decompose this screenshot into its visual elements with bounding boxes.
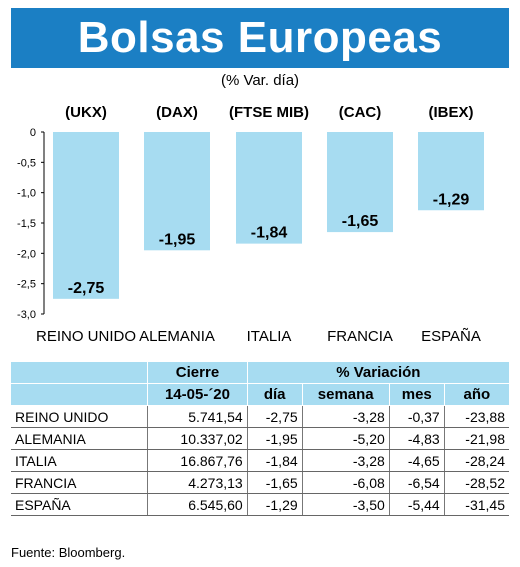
- header-dia: día: [246, 383, 303, 406]
- cell-mes: -0,37: [388, 405, 445, 428]
- index-code-label: (CAC): [339, 104, 382, 121]
- cell-ano: -21,98: [443, 427, 509, 450]
- header-variacion: % Variación: [246, 362, 509, 384]
- row-country: ITALIA: [11, 449, 148, 472]
- index-code-label: (UKX): [65, 104, 107, 121]
- y-tick-label: -0,5: [17, 157, 36, 169]
- cell-ano: -28,24: [443, 449, 509, 472]
- cell-ano: -23,88: [443, 405, 509, 428]
- value-label: -1,65: [342, 213, 379, 230]
- y-tick-label: -2,0: [17, 248, 36, 260]
- cell-cierre: 6.545,60: [147, 493, 248, 516]
- source-note: Fuente: Bloomberg.: [11, 545, 126, 560]
- category-label: REINO UNIDO: [36, 328, 136, 345]
- index-code-label: (IBEX): [429, 104, 474, 121]
- bar: [53, 132, 119, 299]
- header-date: 14-05-´20: [147, 383, 248, 406]
- index-code-label: (DAX): [156, 104, 198, 121]
- y-tick-label: -1,0: [17, 188, 36, 200]
- table-row: ESPAÑA 6.545,60 -1,29 -3,50 -5,44 -31,45: [11, 493, 509, 516]
- bar: [144, 132, 210, 251]
- cell-dia: -1,95: [246, 427, 303, 450]
- row-country: REINO UNIDO: [11, 405, 148, 428]
- table-row: FRANCIA 4.273,13 -1,65 -6,08 -6,54 -28,52: [11, 471, 509, 494]
- category-label: ITALIA: [247, 328, 292, 345]
- chart-title: Bolsas Europeas: [11, 8, 509, 68]
- header-mes: mes: [388, 383, 445, 406]
- bar-chart: 0 -0,5 -1,0 -1,5 -2,0 -2,5 -3,0 (UKX) -2,75 REINO…: [17, 104, 484, 345]
- table-row: REINO UNIDO 5.741,54 -2,75 -3,28 -0,37 -23,88: [11, 405, 509, 428]
- cell-mes: -4,65: [388, 449, 445, 472]
- index-code-label: (FTSE MIB): [229, 104, 309, 121]
- category-label: ESPAÑA: [421, 328, 481, 345]
- table-body: REINO UNIDO 5.741,54 -2,75 -3,28 -0,37 -23,88…: [11, 405, 509, 516]
- cell-cierre: 5.741,54: [147, 405, 248, 428]
- cell-semana: -3,28: [301, 449, 390, 472]
- value-label: -1,29: [433, 191, 470, 208]
- table-row: ITALIA 16.867,76 -1,84 -3,28 -4,65 -28,24: [11, 449, 509, 472]
- cell-semana: -6,08: [301, 471, 390, 494]
- bar: [236, 132, 302, 244]
- cell-ano: -31,45: [443, 493, 509, 516]
- cell-dia: -1,84: [246, 449, 303, 472]
- cell-semana: -3,50: [301, 493, 390, 516]
- row-country: FRANCIA: [11, 471, 148, 494]
- y-tick-label: -3,0: [17, 309, 36, 321]
- bar: [327, 132, 393, 233]
- category-label: ALEMANIA: [139, 328, 215, 345]
- cell-dia: -2,75: [246, 405, 303, 428]
- category-label: FRANCIA: [327, 328, 393, 345]
- value-label: -1,84: [251, 225, 288, 242]
- row-country: ESPAÑA: [11, 493, 148, 516]
- cell-cierre: 4.273,13: [147, 471, 248, 494]
- chart-subtitle: (% Var. día): [220, 72, 300, 89]
- cell-dia: -1,29: [246, 493, 303, 516]
- table-corner: [11, 362, 148, 384]
- data-table: Cierre % Variación 14-05-´20 día semana …: [11, 362, 509, 516]
- y-tick-label: -2,5: [17, 279, 36, 291]
- cell-cierre: 10.337,02: [147, 427, 248, 450]
- value-label: -2,75: [68, 280, 105, 297]
- cell-dia: -1,65: [246, 471, 303, 494]
- table-row: ALEMANIA 10.337,02 -1,95 -5,20 -4,83 -21,98: [11, 427, 509, 450]
- header-ano: año: [443, 383, 509, 406]
- y-tick-label: -1,5: [17, 218, 36, 230]
- header-semana: semana: [301, 383, 390, 406]
- cell-mes: -6,54: [388, 471, 445, 494]
- bar: [418, 132, 484, 211]
- cell-cierre: 16.867,76: [147, 449, 248, 472]
- header-cierre: Cierre: [147, 362, 248, 384]
- cell-semana: -3,28: [301, 405, 390, 428]
- cell-ano: -28,52: [443, 471, 509, 494]
- cell-mes: -5,44: [388, 493, 445, 516]
- cell-semana: -5,20: [301, 427, 390, 450]
- value-label: -1,95: [159, 231, 196, 248]
- row-country: ALEMANIA: [11, 427, 148, 450]
- table-corner-2: [11, 383, 148, 406]
- y-tick-label: 0: [30, 127, 36, 139]
- cell-mes: -4,83: [388, 427, 445, 450]
